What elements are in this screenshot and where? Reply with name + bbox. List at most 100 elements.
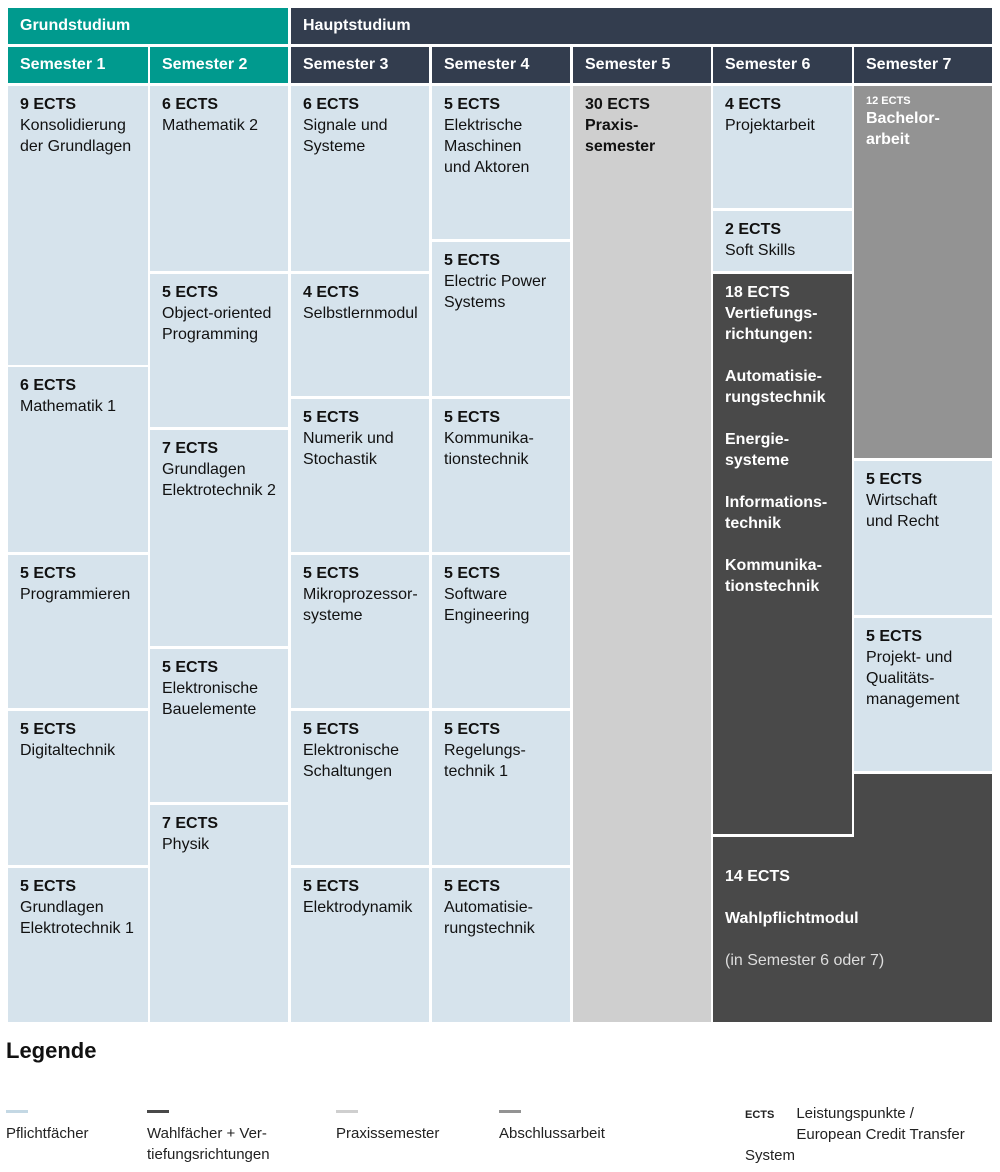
module-name: Grundlagen Elektrotechnik 1: [20, 899, 134, 937]
module-cell: 7 ECTS Physik: [150, 805, 288, 1022]
ects-label: 4 ECTS: [303, 284, 360, 301]
module-name: Physik: [162, 836, 210, 853]
ects-label: 5 ECTS: [866, 628, 923, 645]
semester-header-5: Semester 5: [573, 47, 711, 83]
ects-label: 7 ECTS: [162, 815, 219, 832]
ects-label: 5 ECTS: [162, 284, 219, 301]
module-cell: 9 ECTS Konsolidierung der Grundlagen: [8, 86, 148, 365]
header-grundstudium: Grundstudium: [8, 8, 288, 44]
module-cell: 5 ECTS Elektrische Maschinen und Aktoren: [432, 86, 570, 239]
module-name: Wirtschaft und Recht: [866, 492, 939, 530]
ects-label: 6 ECTS: [20, 377, 77, 394]
legend-label: Praxissemester: [336, 1125, 440, 1142]
module-cell: 6 ECTS Mathematik 2: [150, 86, 288, 271]
semester-header-1: Semester 1: [8, 47, 148, 83]
module-name: Software Engineering: [444, 586, 530, 624]
module-name: Konsolidierung der Grundlagen: [20, 117, 132, 155]
ects-abbr: ECTS: [745, 1109, 775, 1121]
ects-label: 5 ECTS: [20, 721, 77, 738]
legend-label: Abschlussarbeit: [499, 1125, 605, 1142]
module-name: Elektronische Schaltungen: [303, 742, 400, 780]
legend-label: Pflichtfächer: [6, 1125, 89, 1142]
module-cell: 5 ECTS Numerik und Stochastik: [291, 399, 429, 552]
module-name: Bachelor- arbeit: [866, 110, 940, 148]
module-name: Soft Skills: [725, 242, 796, 259]
legend-label: Wahlfächer + Ver- tiefungsrichtungen: [147, 1125, 270, 1163]
module-cell: 6 ECTS Signale und Systeme: [291, 86, 429, 271]
module-name: Elektronische Bauelemente: [162, 680, 259, 718]
ects-label: 5 ECTS: [20, 878, 77, 895]
module-cell: 5 ECTS Mikroprozessor- systeme: [291, 555, 429, 708]
ects-label: 5 ECTS: [444, 721, 501, 738]
module-cell: 5 ECTS Object-oriented Programming: [150, 274, 288, 427]
semester-header-7: Semester 7: [854, 47, 992, 83]
ects-label: 6 ECTS: [303, 96, 360, 113]
ects-label: 2 ECTS: [725, 221, 782, 238]
legend-praxis: Praxissemester: [336, 1110, 439, 1144]
module-cell: 5 ECTS Software Engineering: [432, 555, 570, 708]
module-name: Mathematik 2: [162, 117, 259, 134]
legend-wahl: Wahlfächer + Ver- tiefungsrichtungen: [147, 1110, 270, 1165]
module-cell: 5 ECTS Digitaltechnik: [8, 711, 148, 865]
ects-label: 7 ECTS: [162, 440, 219, 457]
module-cell: 5 ECTS Automatisie- rungstechnik: [432, 868, 570, 1022]
ects-label: 18 ECTS: [725, 284, 790, 301]
ects-label: 5 ECTS: [303, 565, 360, 582]
module-name: Grundlagen Elektrotechnik 2: [162, 461, 276, 499]
module-cell: 2 ECTS Soft Skills: [713, 211, 852, 271]
module-wahlpflichtmodul: 14 ECTS Wahlpflichtmodul (in Semester 6 …: [713, 837, 992, 1022]
legend-swatch: [499, 1110, 521, 1113]
semester-header-6: Semester 6: [713, 47, 852, 83]
module-name: Mikroprozessor- systeme: [303, 586, 418, 624]
module-cell: 5 ECTS Regelungs- technik 1: [432, 711, 570, 865]
module-name: Automatisie- rungstechnik: [444, 899, 535, 937]
legend-swatch: [6, 1110, 28, 1113]
ects-label: 5 ECTS: [303, 878, 360, 895]
module-name: Regelungs- technik 1: [444, 742, 526, 780]
semester-header-3: Semester 3: [291, 47, 429, 83]
ects-label: 5 ECTS: [444, 96, 501, 113]
module-name: Projektarbeit: [725, 117, 815, 134]
legend-swatch: [336, 1110, 358, 1113]
semester-header-4: Semester 4: [432, 47, 570, 83]
module-name: Vertiefungs- richtungen: Automatisie- ru…: [725, 305, 828, 595]
module-cell: 5 ECTS Wirtschaft und Recht: [854, 461, 992, 615]
ects-label: 5 ECTS: [20, 565, 77, 582]
legend-abschluss: Abschlussarbeit: [499, 1110, 605, 1144]
module-cell: 5 ECTS Elektronische Bauelemente: [150, 649, 288, 802]
legend-title: Legende: [6, 1038, 97, 1063]
module-cell: 6 ECTS Mathematik 1: [8, 367, 148, 552]
header-hauptstudium: Hauptstudium: [291, 8, 992, 44]
ects-label: 14 ECTS: [725, 868, 790, 885]
legend-ects: ECTS Leistungspunkte / European Credit Tr…: [745, 1103, 968, 1166]
module-note: (in Semester 6 oder 7): [725, 952, 885, 969]
module-cell: 4 ECTS Projektarbeit: [713, 86, 852, 208]
module-cell: 5 ECTS Elektronische Schaltungen: [291, 711, 429, 865]
module-name: Kommunika- tionstechnik: [444, 430, 534, 468]
ects-label: 4 ECTS: [725, 96, 782, 113]
module-cell: 5 ECTS Elektrodynamik: [291, 868, 429, 1022]
ects-label: 12 ECTS: [866, 95, 911, 107]
module-name: Projekt- und Qualitäts- management: [866, 649, 960, 708]
module-cell: 12 ECTS Bachelor- arbeit: [854, 86, 992, 458]
ects-label: 5 ECTS: [444, 565, 501, 582]
module-name: Programmieren: [20, 586, 131, 603]
module-cell: 5 ECTS Programmieren: [8, 555, 148, 708]
ects-label: 30 ECTS: [585, 96, 650, 113]
module-name: Object-oriented Programming: [162, 305, 272, 343]
ects-desc: Leistungspunkte / European Credit Transf…: [745, 1105, 965, 1164]
module-cell: 7 ECTS Grundlagen Elektrotechnik 2: [150, 430, 288, 646]
module-name: Electric Power Systems: [444, 273, 547, 311]
ects-label: 5 ECTS: [444, 878, 501, 895]
module-name: Wahlpflichtmodul: [725, 910, 859, 927]
module-cell: 5 ECTS Projekt- und Qualitäts- management: [854, 618, 992, 771]
ects-label: 6 ECTS: [162, 96, 219, 113]
module-name: Digitaltechnik: [20, 742, 116, 759]
module-name: Signale und Systeme: [303, 117, 388, 155]
module-cell: 4 ECTS Selbstlernmodul: [291, 274, 429, 396]
ects-label: 5 ECTS: [303, 409, 360, 426]
module-name: Selbstlernmodul: [303, 305, 418, 322]
ects-label: 5 ECTS: [162, 659, 219, 676]
ects-label: 5 ECTS: [444, 252, 501, 269]
ects-label: 9 ECTS: [20, 96, 77, 113]
